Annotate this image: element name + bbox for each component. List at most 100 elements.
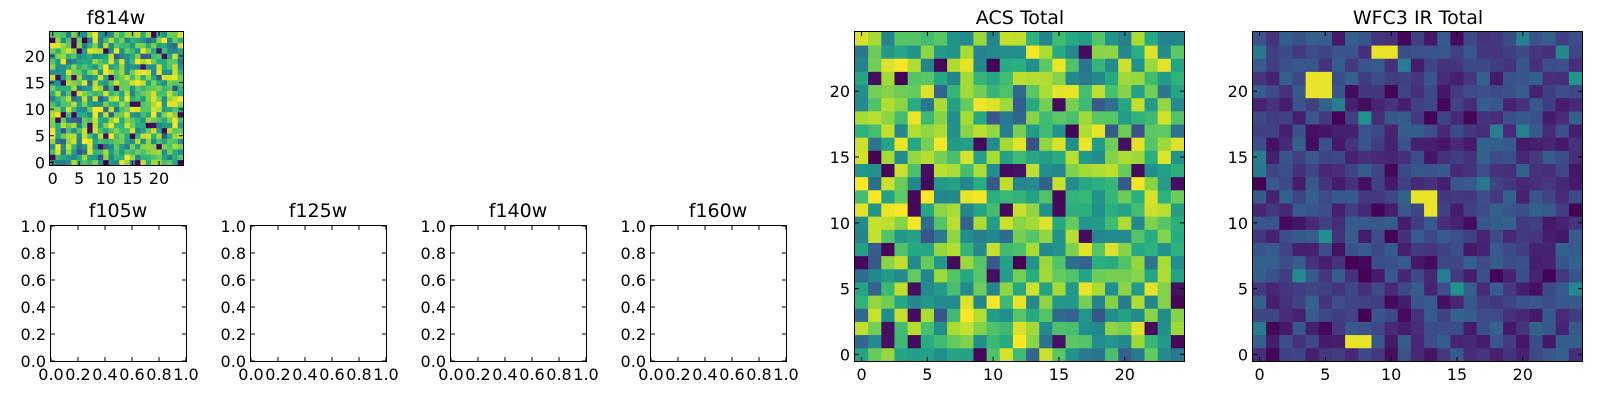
heatmap-cell <box>1091 295 1106 309</box>
heatmap-cell <box>87 53 93 59</box>
heatmap-cell <box>1424 97 1438 112</box>
x-tick-label: 0.0 <box>238 365 263 384</box>
x-tick-label: 0.2 <box>265 365 290 384</box>
heatmap-cell <box>92 32 99 38</box>
heatmap-cell <box>1331 71 1346 86</box>
heatmap-cell <box>920 176 935 191</box>
heatmap-cell <box>881 295 895 309</box>
heatmap-cell <box>933 71 948 86</box>
heatmap-cell <box>1437 176 1451 191</box>
heatmap-cell <box>172 58 179 65</box>
heatmap-cell <box>1292 163 1307 178</box>
heatmap-cell <box>1279 97 1293 112</box>
heatmap-cell <box>907 124 922 138</box>
heatmap-cell <box>1358 137 1372 151</box>
heatmap-cell <box>50 58 56 65</box>
heatmap-cell <box>1026 71 1040 86</box>
heatmap-cell <box>1384 216 1399 230</box>
heatmap-cell <box>172 85 179 91</box>
heatmap-cell <box>1529 45 1543 59</box>
heatmap-cell <box>1157 255 1172 270</box>
heatmap-cell <box>1529 71 1543 86</box>
heatmap-cell <box>1476 189 1491 204</box>
heatmap-cell <box>1450 137 1464 151</box>
heatmap-cell <box>1318 84 1333 99</box>
heatmap-cell <box>1542 242 1557 257</box>
x-tick-label: 1.0 <box>373 365 398 384</box>
heatmap-cell <box>135 69 141 75</box>
heatmap-cell <box>81 47 88 54</box>
heatmap-cell <box>124 143 131 150</box>
heatmap-cell <box>1026 150 1040 164</box>
heatmap-cell <box>1170 242 1185 257</box>
heatmap-cell <box>76 63 83 70</box>
x-tick-label: 10 <box>1381 365 1401 384</box>
heatmap-cell <box>855 295 869 309</box>
heatmap-cell <box>50 63 56 70</box>
heatmap-cell <box>1489 45 1504 59</box>
heatmap-cell <box>161 85 168 91</box>
heatmap-cell <box>1131 347 1145 362</box>
heatmap-cell <box>973 308 987 322</box>
heatmap-cell <box>1065 268 1080 283</box>
heatmap-cell <box>868 97 882 112</box>
heatmap-cell <box>108 154 115 161</box>
heatmap-cell <box>881 321 895 336</box>
heatmap-cell <box>960 58 974 72</box>
heatmap-cell <box>167 79 173 86</box>
heatmap-cell <box>119 42 125 49</box>
heatmap-cell <box>1437 71 1451 86</box>
heatmap-cell <box>113 79 120 86</box>
heatmap-cell <box>1568 229 1583 243</box>
heatmap-cell <box>999 242 1014 257</box>
heatmap-cell <box>1039 308 1053 322</box>
heatmap-cell <box>135 79 141 86</box>
heatmap-cell <box>920 295 935 309</box>
heatmap-cell <box>947 150 961 164</box>
heatmap-cell <box>1266 321 1280 336</box>
heatmap-cell <box>1568 137 1583 151</box>
heatmap-cell <box>1279 189 1293 204</box>
heatmap-cell <box>172 133 179 139</box>
heatmap-cell <box>1424 334 1438 349</box>
heatmap-cell <box>108 53 115 59</box>
heatmap-cell <box>1039 229 1053 243</box>
heatmap-cell <box>1542 58 1557 72</box>
heatmap-cell <box>1279 124 1293 138</box>
heatmap-cell <box>999 163 1014 178</box>
heatmap-cell <box>1555 308 1570 322</box>
heatmap-cell <box>50 42 56 49</box>
heatmap-cell <box>177 95 184 102</box>
heatmap-cell <box>1253 282 1267 296</box>
heatmap-cell <box>1345 71 1359 86</box>
heatmap-cell <box>151 127 157 134</box>
heatmap-cell <box>167 117 173 123</box>
heatmap-cell <box>1450 97 1464 112</box>
heatmap-cell <box>161 69 168 75</box>
heatmap-cell <box>1345 282 1359 296</box>
heatmap-cell <box>1345 150 1359 164</box>
heatmap-cell <box>1052 347 1066 362</box>
heatmap-cell <box>1305 84 1320 99</box>
heatmap-cell <box>1568 255 1583 270</box>
heatmap-cell <box>1476 137 1491 151</box>
heatmap-cell <box>1118 58 1132 72</box>
y-tick-label: 1.0 <box>421 217 446 236</box>
heatmap-cell <box>1026 137 1040 151</box>
heatmap-cell <box>161 53 168 59</box>
heatmap-cell <box>81 69 88 75</box>
heatmap-cell <box>87 154 93 161</box>
heatmap-cell <box>108 37 115 44</box>
heatmap-cell <box>1026 334 1040 349</box>
heatmap-cell <box>1144 163 1159 178</box>
heatmap-cell <box>868 321 882 336</box>
heatmap-cell <box>1279 282 1293 296</box>
heatmap-cell <box>108 63 115 70</box>
heatmap-cell <box>124 117 131 123</box>
heatmap-cell <box>1144 308 1159 322</box>
heatmap-cell <box>1345 84 1359 99</box>
heatmap-cell <box>65 90 72 97</box>
heatmap-cell <box>1091 97 1106 112</box>
heatmap-cell <box>1305 347 1320 362</box>
heatmap-cell <box>947 97 961 112</box>
